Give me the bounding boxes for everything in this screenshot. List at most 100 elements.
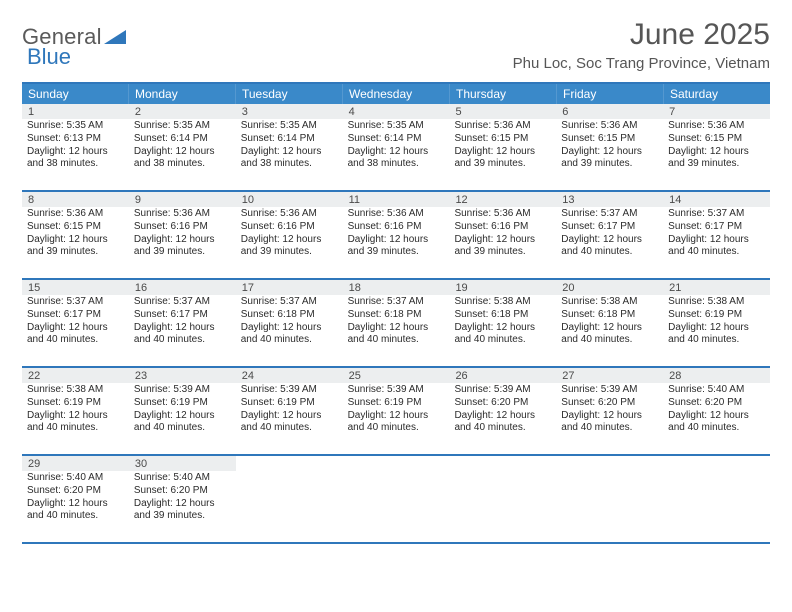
day-cell: 20Sunrise: 5:38 AMSunset: 6:18 PMDayligh… bbox=[556, 280, 663, 366]
sunset-line: Sunset: 6:14 PM bbox=[348, 133, 445, 146]
sunrise-line: Sunrise: 5:38 AM bbox=[27, 384, 124, 397]
day-number: 18 bbox=[343, 280, 450, 295]
week-row: 29Sunrise: 5:40 AMSunset: 6:20 PMDayligh… bbox=[22, 456, 770, 544]
day-cell bbox=[556, 456, 663, 542]
day-cell: 14Sunrise: 5:37 AMSunset: 6:17 PMDayligh… bbox=[663, 192, 770, 278]
sunset-line: Sunset: 6:17 PM bbox=[561, 221, 658, 234]
day-number: 14 bbox=[663, 192, 770, 207]
daylight-line: Daylight: 12 hours and 39 minutes. bbox=[134, 234, 231, 260]
day-details: Sunrise: 5:40 AMSunset: 6:20 PMDaylight:… bbox=[129, 471, 236, 527]
day-cell bbox=[449, 456, 556, 542]
day-number: 3 bbox=[236, 104, 343, 119]
day-number: 23 bbox=[129, 368, 236, 383]
sunrise-line: Sunrise: 5:40 AM bbox=[134, 472, 231, 485]
sunrise-line: Sunrise: 5:37 AM bbox=[561, 208, 658, 221]
sunset-line: Sunset: 6:18 PM bbox=[561, 309, 658, 322]
daylight-line: Daylight: 12 hours and 39 minutes. bbox=[454, 146, 551, 172]
sunrise-line: Sunrise: 5:35 AM bbox=[241, 120, 338, 133]
daylight-line: Daylight: 12 hours and 39 minutes. bbox=[348, 234, 445, 260]
daylight-line: Daylight: 12 hours and 40 minutes. bbox=[27, 410, 124, 436]
day-number: 2 bbox=[129, 104, 236, 119]
sunset-line: Sunset: 6:19 PM bbox=[27, 397, 124, 410]
day-number: 1 bbox=[22, 104, 129, 119]
sunset-line: Sunset: 6:17 PM bbox=[134, 309, 231, 322]
day-cell: 16Sunrise: 5:37 AMSunset: 6:17 PMDayligh… bbox=[129, 280, 236, 366]
day-details: Sunrise: 5:36 AMSunset: 6:15 PMDaylight:… bbox=[663, 119, 770, 175]
sunrise-line: Sunrise: 5:35 AM bbox=[134, 120, 231, 133]
day-cell: 24Sunrise: 5:39 AMSunset: 6:19 PMDayligh… bbox=[236, 368, 343, 454]
dow-wednesday: Wednesday bbox=[343, 84, 450, 104]
day-details: Sunrise: 5:36 AMSunset: 6:15 PMDaylight:… bbox=[22, 207, 129, 263]
dow-saturday: Saturday bbox=[664, 84, 770, 104]
daylight-line: Daylight: 12 hours and 40 minutes. bbox=[668, 234, 765, 260]
sunset-line: Sunset: 6:19 PM bbox=[348, 397, 445, 410]
day-number: 6 bbox=[556, 104, 663, 119]
dow-monday: Monday bbox=[129, 84, 236, 104]
dow-tuesday: Tuesday bbox=[236, 84, 343, 104]
daylight-line: Daylight: 12 hours and 40 minutes. bbox=[454, 410, 551, 436]
day-number: 4 bbox=[343, 104, 450, 119]
sunset-line: Sunset: 6:20 PM bbox=[134, 485, 231, 498]
day-number: 12 bbox=[449, 192, 556, 207]
day-details: Sunrise: 5:35 AMSunset: 6:14 PMDaylight:… bbox=[129, 119, 236, 175]
day-number bbox=[449, 456, 556, 471]
day-cell: 3Sunrise: 5:35 AMSunset: 6:14 PMDaylight… bbox=[236, 104, 343, 190]
sunrise-line: Sunrise: 5:39 AM bbox=[134, 384, 231, 397]
day-cell: 19Sunrise: 5:38 AMSunset: 6:18 PMDayligh… bbox=[449, 280, 556, 366]
day-number: 26 bbox=[449, 368, 556, 383]
sunset-line: Sunset: 6:18 PM bbox=[241, 309, 338, 322]
day-number: 13 bbox=[556, 192, 663, 207]
day-details: Sunrise: 5:39 AMSunset: 6:19 PMDaylight:… bbox=[343, 383, 450, 439]
day-number: 24 bbox=[236, 368, 343, 383]
day-cell: 22Sunrise: 5:38 AMSunset: 6:19 PMDayligh… bbox=[22, 368, 129, 454]
day-details: Sunrise: 5:40 AMSunset: 6:20 PMDaylight:… bbox=[663, 383, 770, 439]
daylight-line: Daylight: 12 hours and 38 minutes. bbox=[27, 146, 124, 172]
daylight-line: Daylight: 12 hours and 40 minutes. bbox=[134, 410, 231, 436]
calendar: Sunday Monday Tuesday Wednesday Thursday… bbox=[22, 82, 770, 544]
day-cell: 18Sunrise: 5:37 AMSunset: 6:18 PMDayligh… bbox=[343, 280, 450, 366]
day-cell: 27Sunrise: 5:39 AMSunset: 6:20 PMDayligh… bbox=[556, 368, 663, 454]
day-details: Sunrise: 5:36 AMSunset: 6:15 PMDaylight:… bbox=[556, 119, 663, 175]
sunset-line: Sunset: 6:13 PM bbox=[27, 133, 124, 146]
sunset-line: Sunset: 6:16 PM bbox=[348, 221, 445, 234]
sunset-line: Sunset: 6:14 PM bbox=[241, 133, 338, 146]
day-number bbox=[556, 456, 663, 471]
sunset-line: Sunset: 6:19 PM bbox=[134, 397, 231, 410]
daylight-line: Daylight: 12 hours and 40 minutes. bbox=[561, 322, 658, 348]
day-details: Sunrise: 5:36 AMSunset: 6:16 PMDaylight:… bbox=[129, 207, 236, 263]
week-row: 1Sunrise: 5:35 AMSunset: 6:13 PMDaylight… bbox=[22, 104, 770, 192]
day-details: Sunrise: 5:38 AMSunset: 6:19 PMDaylight:… bbox=[22, 383, 129, 439]
daylight-line: Daylight: 12 hours and 40 minutes. bbox=[668, 322, 765, 348]
month-title: June 2025 bbox=[513, 18, 770, 52]
day-details: Sunrise: 5:36 AMSunset: 6:15 PMDaylight:… bbox=[449, 119, 556, 175]
day-number: 20 bbox=[556, 280, 663, 295]
sunrise-line: Sunrise: 5:37 AM bbox=[348, 296, 445, 309]
day-number bbox=[236, 456, 343, 471]
day-cell: 12Sunrise: 5:36 AMSunset: 6:16 PMDayligh… bbox=[449, 192, 556, 278]
daylight-line: Daylight: 12 hours and 40 minutes. bbox=[668, 410, 765, 436]
sunrise-line: Sunrise: 5:37 AM bbox=[241, 296, 338, 309]
sunrise-line: Sunrise: 5:38 AM bbox=[454, 296, 551, 309]
day-number: 21 bbox=[663, 280, 770, 295]
sunrise-line: Sunrise: 5:36 AM bbox=[348, 208, 445, 221]
day-number: 27 bbox=[556, 368, 663, 383]
day-number bbox=[663, 456, 770, 471]
daylight-line: Daylight: 12 hours and 39 minutes. bbox=[27, 234, 124, 260]
sunrise-line: Sunrise: 5:39 AM bbox=[454, 384, 551, 397]
daylight-line: Daylight: 12 hours and 39 minutes. bbox=[134, 498, 231, 524]
daylight-line: Daylight: 12 hours and 38 minutes. bbox=[134, 146, 231, 172]
day-cell: 17Sunrise: 5:37 AMSunset: 6:18 PMDayligh… bbox=[236, 280, 343, 366]
daylight-line: Daylight: 12 hours and 40 minutes. bbox=[27, 322, 124, 348]
day-number: 30 bbox=[129, 456, 236, 471]
sunrise-line: Sunrise: 5:37 AM bbox=[134, 296, 231, 309]
day-details: Sunrise: 5:37 AMSunset: 6:18 PMDaylight:… bbox=[343, 295, 450, 351]
sunset-line: Sunset: 6:16 PM bbox=[134, 221, 231, 234]
sunset-line: Sunset: 6:20 PM bbox=[668, 397, 765, 410]
dow-thursday: Thursday bbox=[450, 84, 557, 104]
day-cell: 13Sunrise: 5:37 AMSunset: 6:17 PMDayligh… bbox=[556, 192, 663, 278]
day-cell: 29Sunrise: 5:40 AMSunset: 6:20 PMDayligh… bbox=[22, 456, 129, 542]
day-details: Sunrise: 5:39 AMSunset: 6:19 PMDaylight:… bbox=[129, 383, 236, 439]
sunset-line: Sunset: 6:15 PM bbox=[454, 133, 551, 146]
daylight-line: Daylight: 12 hours and 40 minutes. bbox=[561, 410, 658, 436]
brand-text-blue: Blue bbox=[27, 44, 71, 70]
